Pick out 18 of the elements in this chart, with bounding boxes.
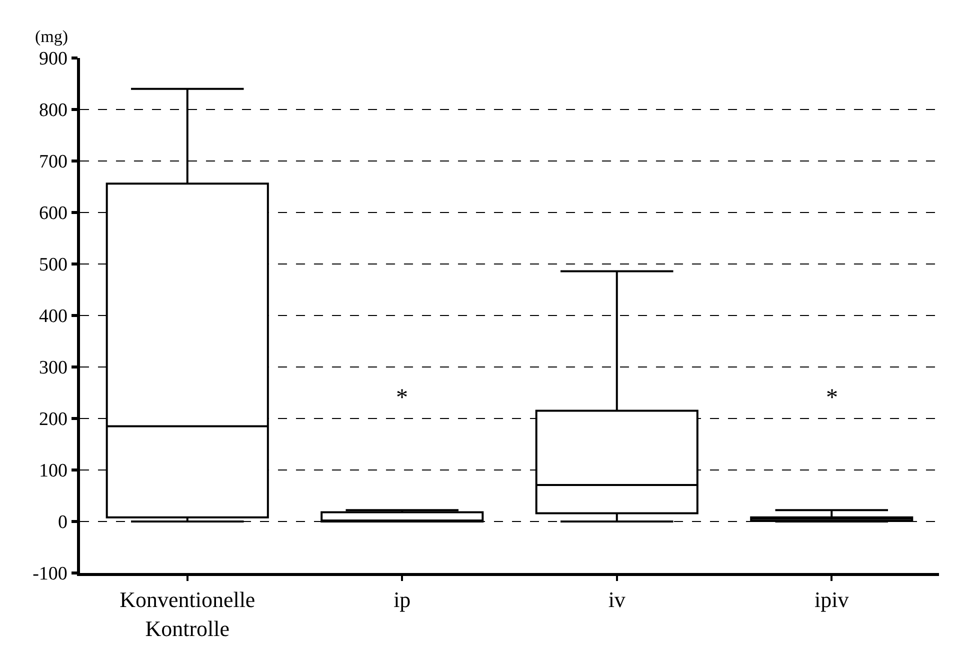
y-tick-label: 800 bbox=[38, 100, 68, 122]
x-tick-label: Konventionelle Kontrolle bbox=[120, 587, 256, 641]
y-tick-label: 900 bbox=[38, 48, 68, 70]
y-tick-label: 200 bbox=[38, 409, 68, 430]
y-tick-label: -100 bbox=[32, 564, 68, 585]
y-tick-label: 700 bbox=[38, 152, 68, 173]
y-tick-label: 500 bbox=[38, 254, 68, 276]
y-axis-title: (mg) bbox=[35, 27, 68, 46]
y-tick-label: 0 bbox=[58, 512, 68, 534]
y-tick-label: 400 bbox=[38, 306, 68, 328]
y-tick-label: 600 bbox=[38, 203, 68, 224]
y-tick-label: 300 bbox=[38, 358, 68, 379]
y-tick-label: 100 bbox=[38, 460, 68, 482]
x-tick-label: ip bbox=[394, 587, 411, 612]
x-tick-label: iv bbox=[608, 587, 626, 612]
x-tick-label: ipiv bbox=[814, 587, 849, 612]
annotation: * bbox=[396, 385, 408, 411]
annotation: * bbox=[826, 385, 838, 411]
